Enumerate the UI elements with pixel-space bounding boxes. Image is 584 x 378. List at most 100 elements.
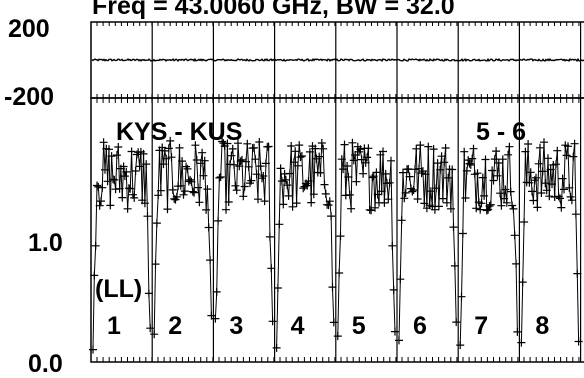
amplitude-segment (401, 172, 404, 221)
amplitude-segment (390, 160, 393, 246)
amplitude-segment (527, 143, 530, 183)
amplitude-segment (374, 172, 377, 208)
amplitude-segment (393, 289, 396, 332)
amplitude-segment (170, 157, 174, 190)
amplitude-segment (292, 162, 295, 207)
amplitude-point (146, 324, 155, 333)
amplitude-segment (115, 155, 118, 190)
amplitude-segment (155, 223, 158, 265)
amplitude-segment (415, 148, 419, 200)
amplitude-point (368, 173, 377, 182)
amplitude-segment (131, 151, 134, 195)
amplitude-point (466, 160, 475, 169)
amplitude-segment (514, 235, 517, 264)
amplitude-segment (454, 265, 457, 323)
amplitude-segment (574, 143, 577, 215)
amplitude-segment (446, 177, 449, 203)
amplitude-segment (367, 148, 371, 210)
amplitude-segment (480, 177, 484, 204)
amplitude-panel: 1.0 0.0 KYS - KUS 5 - 6 (LL) 1 2 3 4 5 6 7 8 (28, 97, 584, 378)
amplitude-segment (209, 260, 212, 316)
amplitude-segment (125, 171, 129, 209)
amplitude-segment (206, 189, 210, 228)
scan-label: 8 (535, 312, 549, 340)
amplitude-segment (226, 143, 230, 202)
amplitude-segment (445, 147, 448, 203)
amplitude-point (296, 153, 305, 162)
amplitude-segment (520, 282, 524, 343)
amplitude-segment (575, 214, 578, 274)
amplitude-segment (378, 154, 381, 203)
amplitude-segment (270, 268, 274, 322)
amplitude-segment (277, 224, 280, 289)
amplitude-segment (536, 163, 540, 208)
amplitude-segment (196, 160, 199, 188)
amplitude-segment (522, 222, 525, 283)
amplitude-segment (515, 263, 518, 332)
amplitude-segment (362, 148, 365, 174)
amplitude-segment (198, 163, 202, 203)
amplitude-segment (355, 146, 359, 182)
amplitude-segment (331, 287, 335, 323)
amplitude-segment (345, 165, 348, 196)
amplitude-segment (193, 145, 196, 193)
amplitude-segment (214, 291, 218, 319)
amplitude-minor-ticks (96, 98, 580, 362)
amplitude-segment (93, 245, 97, 276)
amplitude-segment (269, 236, 272, 269)
amplitude-segment (382, 151, 385, 203)
scan-label: 3 (229, 312, 243, 340)
amplitude-point (281, 175, 290, 184)
amplitude-point (268, 317, 277, 326)
amplitude-point (95, 201, 104, 210)
scan-label: 5 (352, 312, 366, 340)
amplitude-segment (103, 142, 106, 170)
amplitude-segment (330, 216, 333, 288)
scan-label: 2 (168, 312, 182, 340)
antenna-pair-annotation: 5 - 6 (476, 118, 526, 146)
amplitude-segment (208, 227, 211, 261)
amplitude-segment (101, 142, 105, 188)
amplitude-segment (133, 170, 137, 198)
amplitude-segment (95, 185, 98, 246)
amplitude-segment (241, 159, 244, 197)
scan-labels: 1 2 3 4 5 6 7 8 (107, 312, 549, 340)
amplitude-segment (296, 165, 299, 204)
scan-label: 1 (107, 312, 121, 340)
amplitude-segment (301, 155, 304, 189)
amplitude-segment (567, 146, 570, 188)
amplitude-point (452, 318, 461, 327)
amplitude-segment (438, 169, 441, 207)
amplitude-segment (402, 172, 405, 199)
amplitude-segment (556, 150, 560, 197)
amplitude-segment (576, 273, 580, 342)
chart-title: Freq = 43.0060 GHz, BW = 32.0 (92, 0, 455, 20)
amplitude-segment (419, 145, 423, 174)
amplitude-segment (268, 146, 271, 237)
amplitude-segment (148, 293, 151, 329)
amplitude-segment (571, 156, 574, 201)
amplitude-segment (442, 162, 445, 199)
amplitude-segment (343, 144, 347, 196)
amplitude-ytick-mid: 1.0 (28, 229, 63, 257)
amplitude-segment (117, 146, 121, 189)
amplitude-series (89, 136, 583, 354)
amplitude-segment (319, 143, 323, 173)
amplitude-segment (121, 166, 125, 198)
amplitude-segment (451, 169, 455, 228)
amplitude-segment (220, 141, 223, 177)
amplitude-point (391, 327, 399, 336)
amplitude-segment (512, 208, 516, 236)
amplitude-segment (498, 162, 501, 194)
amplitude-segment (257, 142, 260, 200)
amplitude-segment (264, 163, 267, 202)
amplitude-segment (547, 158, 550, 197)
amplitude-segment (178, 147, 182, 186)
amplitude-segment (250, 148, 254, 181)
amplitude-segment (490, 170, 493, 205)
amplitude-segment (433, 149, 436, 210)
amplitude-scan-dividers (151, 98, 582, 362)
amplitude-segment (506, 154, 509, 203)
amplitude-segment (322, 148, 325, 185)
